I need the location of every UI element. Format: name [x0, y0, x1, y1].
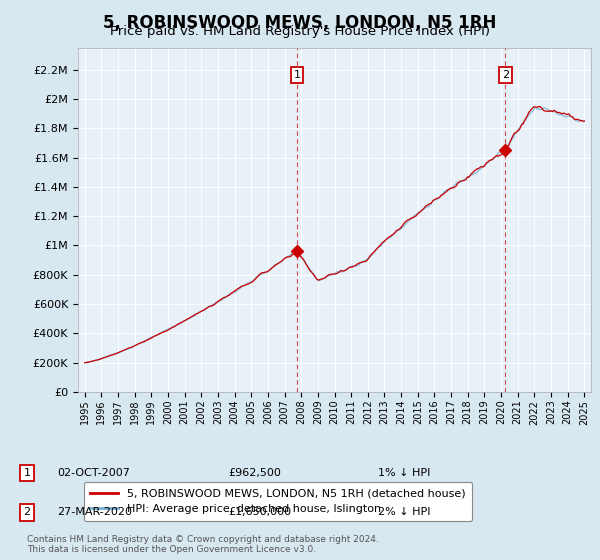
Text: £1,650,000: £1,650,000 — [228, 507, 291, 517]
Text: 1: 1 — [293, 70, 301, 80]
Legend: 5, ROBINSWOOD MEWS, LONDON, N5 1RH (detached house), HPI: Average price, detache: 5, ROBINSWOOD MEWS, LONDON, N5 1RH (deta… — [83, 482, 472, 521]
Text: 2: 2 — [502, 70, 509, 80]
Text: 5, ROBINSWOOD MEWS, LONDON, N5 1RH: 5, ROBINSWOOD MEWS, LONDON, N5 1RH — [103, 14, 497, 32]
Text: Contains HM Land Registry data © Crown copyright and database right 2024.
This d: Contains HM Land Registry data © Crown c… — [27, 535, 379, 554]
Text: £962,500: £962,500 — [228, 468, 281, 478]
Text: 1% ↓ HPI: 1% ↓ HPI — [378, 468, 430, 478]
Text: 1: 1 — [23, 468, 31, 478]
Text: 27-MAR-2020: 27-MAR-2020 — [57, 507, 132, 517]
Text: 2: 2 — [23, 507, 31, 517]
Text: Price paid vs. HM Land Registry's House Price Index (HPI): Price paid vs. HM Land Registry's House … — [110, 25, 490, 38]
Text: 2% ↓ HPI: 2% ↓ HPI — [378, 507, 431, 517]
Text: 02-OCT-2007: 02-OCT-2007 — [57, 468, 130, 478]
